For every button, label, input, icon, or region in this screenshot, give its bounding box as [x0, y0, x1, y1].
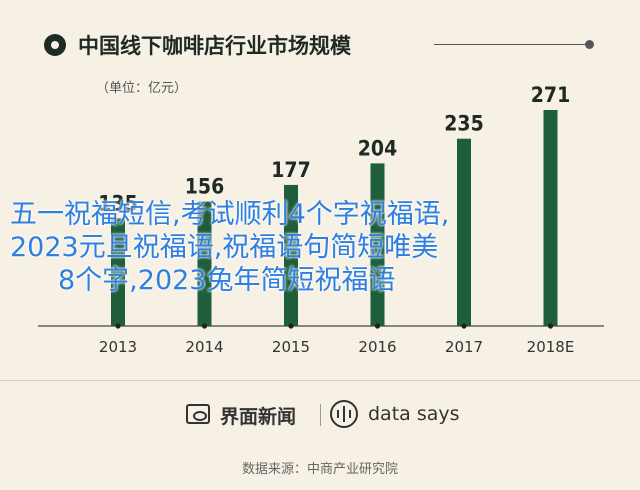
bar — [111, 218, 125, 326]
data-label: 271 — [531, 83, 570, 107]
footer-divider — [0, 380, 640, 381]
x-tick-dot — [115, 323, 121, 329]
title-rule-end-dot — [585, 40, 594, 49]
title-rule — [434, 44, 586, 45]
x-tick-dot — [461, 323, 467, 329]
x-tick-dot — [374, 323, 381, 329]
bar-chart: 135 2013 156 2014 177 2015 204 2016 235 2017 271 20… — [38, 83, 604, 356]
bar — [370, 163, 385, 326]
data-label: 156 — [185, 175, 224, 199]
overlay-line-1: 五一祝福短信,考试顺利4个字祝福语, — [10, 199, 450, 230]
x-tick-label: 2016 — [358, 338, 396, 356]
bar — [543, 110, 558, 326]
data-label: 177 — [271, 158, 310, 182]
chart-title: 中国线下咖啡店行业市场规模 — [78, 34, 351, 58]
x-tick-dot — [288, 323, 294, 329]
data-says-logo-icon — [330, 400, 358, 428]
x-tick-label: 2013 — [99, 338, 137, 356]
x-tick-label: 2017 — [445, 338, 483, 356]
x-tick-dot — [201, 323, 208, 329]
chart-header: 中国线下咖啡店行业市场规模 — [44, 28, 604, 62]
x-tick-label: 2014 — [185, 338, 223, 356]
brand-data-says: data says — [368, 403, 460, 425]
data-label: 204 — [358, 136, 397, 160]
brand-jiemian: 界面新闻 — [220, 406, 297, 428]
brand-divider — [320, 404, 321, 426]
overlay-line-2: 2023元旦祝福语,祝福语句简短唯美 — [10, 232, 439, 263]
title-marker-icon — [44, 34, 66, 56]
jiemian-logo-icon — [186, 404, 210, 424]
data-source: 数据来源：中商产业研究院 — [241, 462, 398, 477]
x-tick-label: 2018E — [527, 338, 575, 356]
data-label: 235 — [444, 112, 483, 136]
bar — [197, 201, 212, 326]
overlay-caption: 五一祝福短信,考试顺利4个字祝福语, 2023元旦祝福语,祝福语句简短唯美 8个… — [10, 198, 580, 297]
data-label: 135 — [98, 191, 137, 215]
bar — [284, 184, 298, 326]
x-tick-label: 2015 — [272, 338, 310, 356]
unit-label: （单位：亿元） — [96, 81, 188, 96]
bar — [457, 138, 471, 326]
overlay-line-3: 8个字,2023兔年简短祝福语 — [58, 265, 396, 296]
x-tick-dot — [547, 323, 554, 329]
